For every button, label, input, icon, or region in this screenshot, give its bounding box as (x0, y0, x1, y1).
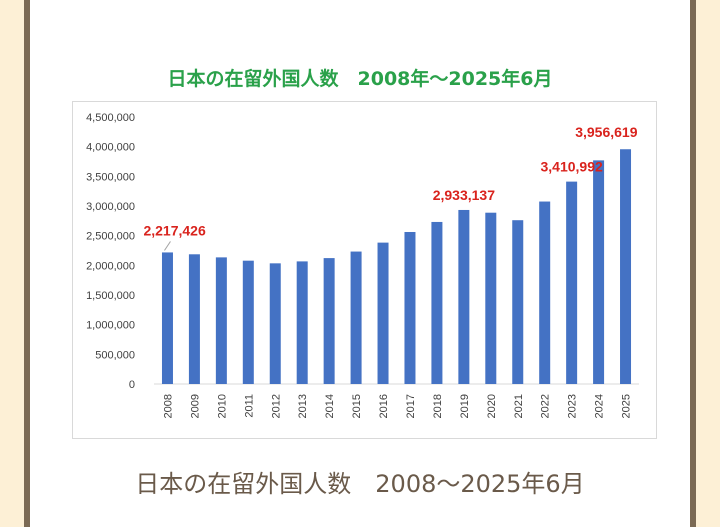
x-tick-label-2010: 2010 (216, 394, 228, 418)
bar-2013 (296, 261, 308, 384)
x-tick-label-2018: 2018 (432, 394, 444, 418)
x-tick-label-2022: 2022 (540, 394, 552, 418)
x-tick-label-2016: 2016 (378, 394, 390, 418)
y-tick-label: 4,000,000 (86, 142, 135, 154)
y-tick-label: 2,000,000 (86, 260, 135, 272)
bar-2010 (215, 257, 227, 384)
chart-title: 日本の在留外国人数 2008年～2025年6月 (167, 68, 553, 90)
x-tick-label-2009: 2009 (189, 394, 201, 418)
data-label-2019: 2,933,137 (433, 187, 495, 203)
bar-2015 (350, 251, 362, 384)
bar-2017 (404, 231, 416, 384)
y-tick-label: 1,000,000 (86, 320, 135, 332)
bar-2024 (593, 160, 605, 384)
y-tick-label: 0 (129, 379, 135, 391)
bar-2023 (566, 181, 578, 384)
data-label-leader-2008 (164, 241, 171, 251)
left-frame-border (24, 0, 30, 527)
x-tick-label-2025: 2025 (621, 394, 633, 418)
bar-2008 (161, 252, 173, 384)
x-tick-label-2012: 2012 (270, 394, 282, 418)
data-label-2025: 3,956,619 (575, 124, 637, 140)
bar-2018 (431, 221, 443, 384)
x-tick-label-2023: 2023 (567, 394, 579, 418)
data-label-2023: 3,410,992 (540, 159, 602, 175)
y-tick-label: 4,500,000 (86, 112, 135, 124)
bar-2020 (485, 212, 497, 384)
x-tick-label-2013: 2013 (297, 394, 309, 418)
bar-2011 (242, 260, 254, 384)
bar-2012 (269, 263, 281, 384)
data-label-2008: 2,217,426 (143, 222, 205, 238)
bar-2014 (323, 258, 335, 384)
bar-2016 (377, 242, 389, 384)
x-tick-label-2017: 2017 (405, 394, 417, 418)
bar-chart: 0 500,000 1,000,000 1,500,000 2,000,000 2,500… (86, 112, 639, 418)
x-tick-label-2020: 2020 (486, 394, 498, 418)
image-caption: 日本の在留外国人数 2008～2025年6月 (135, 470, 585, 498)
bar-2009 (188, 254, 200, 384)
x-tick-label-2021: 2021 (513, 394, 525, 418)
chart-area: 0 500,000 1,000,000 1,500,000 2,000,000 2,500… (72, 101, 657, 439)
x-tick-label-2019: 2019 (459, 394, 471, 418)
bar-2019 (458, 209, 470, 384)
x-tick-label-2014: 2014 (324, 394, 336, 418)
y-tick-label: 1,500,000 (86, 290, 135, 302)
x-tick-label-2011: 2011 (243, 394, 255, 418)
y-tick-label: 2,500,000 (86, 231, 135, 243)
bar-2025 (620, 149, 632, 384)
x-tick-label-2015: 2015 (351, 394, 363, 418)
right-frame-border (690, 0, 696, 527)
y-tick-label: 3,500,000 (86, 171, 135, 183)
y-tick-label: 3,000,000 (86, 201, 135, 213)
y-tick-label: 500,000 (95, 349, 135, 361)
bar-2021 (512, 220, 524, 384)
bar-2022 (539, 201, 551, 384)
x-tick-label-2024: 2024 (594, 394, 606, 418)
x-tick-label-2008: 2008 (162, 394, 174, 418)
